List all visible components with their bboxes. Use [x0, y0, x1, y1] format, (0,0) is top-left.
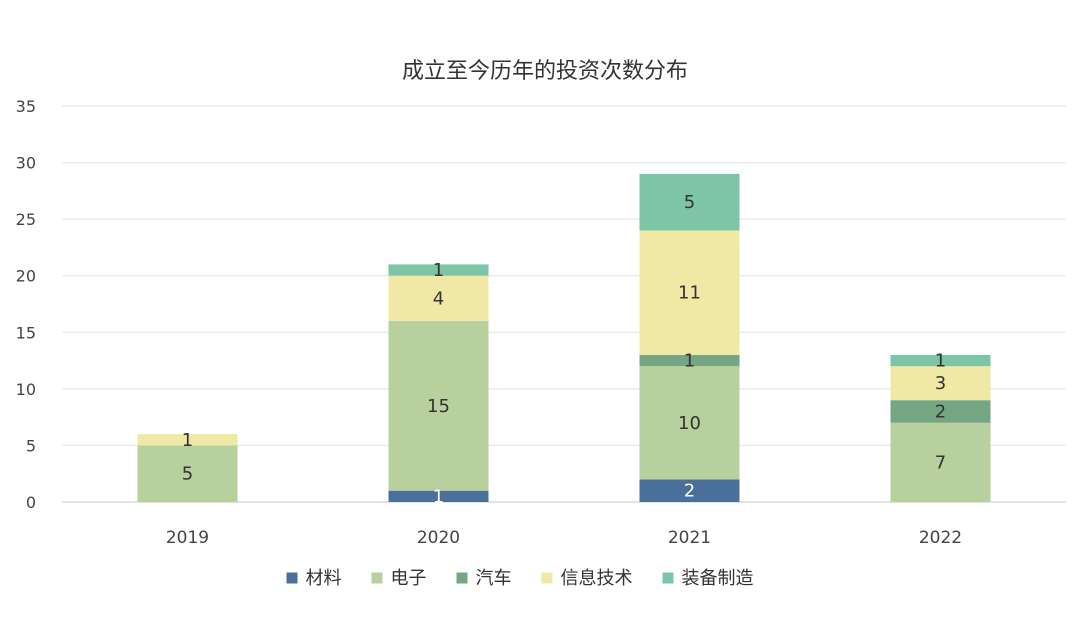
bar-segment	[639, 479, 740, 502]
data-label: 2	[684, 481, 695, 502]
bar-segment	[639, 354, 740, 367]
chart-title: 成立至今历年的投资次数分布	[402, 59, 688, 84]
x-axis: 2019 2020 2021 2022	[166, 528, 962, 548]
legend-label: 材料	[306, 568, 342, 589]
data-label: 1	[433, 486, 444, 507]
data-label: 11	[678, 283, 701, 304]
bar-segment	[639, 173, 740, 231]
bar-segment	[890, 366, 991, 401]
bar-segment	[137, 434, 238, 446]
x-tick-label: 2022	[919, 528, 962, 548]
data-label: 10	[678, 413, 701, 434]
data-label: 1	[935, 351, 946, 372]
legend-label: 装备制造	[682, 568, 754, 589]
legend-label: 电子	[391, 568, 427, 589]
y-tick-label: 30	[16, 154, 36, 173]
y-tick-label: 10	[16, 380, 36, 399]
data-label: 7	[935, 452, 946, 473]
data-label: 4	[433, 288, 444, 309]
bars	[137, 173, 991, 502]
y-tick-label: 35	[16, 97, 36, 116]
bar-segment	[137, 445, 238, 502]
y-tick-label: 15	[16, 323, 36, 342]
bar-segment	[639, 230, 740, 355]
x-tick-label: 2021	[668, 528, 711, 548]
legend-swatch	[286, 572, 298, 584]
y-tick-label: 5	[26, 436, 36, 455]
bar-segment	[388, 320, 489, 491]
bar-segment	[890, 400, 991, 423]
legend-label: 汽车	[476, 568, 512, 589]
data-label: 1	[684, 351, 695, 372]
bar-segment	[890, 354, 991, 367]
legend-swatch	[541, 572, 553, 584]
data-label: 3	[935, 373, 946, 394]
data-label: 1	[182, 430, 193, 451]
data-label: 5	[182, 464, 193, 485]
x-tick-label: 2019	[166, 528, 209, 548]
legend: 材料 电子 汽车 信息技术 装备制造	[286, 568, 754, 589]
data-label: 2	[935, 401, 946, 422]
y-tick-label: 25	[16, 210, 36, 229]
bar-segment	[890, 422, 991, 502]
data-label: 1	[433, 260, 444, 281]
legend-swatch	[371, 572, 383, 584]
y-axis: 0 5 10 15 20 25 30 35	[16, 97, 36, 512]
bar-segment	[388, 275, 489, 321]
bar-segment	[388, 264, 489, 276]
data-label: 5	[684, 192, 695, 213]
bar-segment	[639, 366, 740, 480]
x-tick-label: 2020	[417, 528, 460, 548]
y-tick-label: 0	[26, 493, 36, 512]
bar-segment	[388, 490, 489, 502]
legend-label: 信息技术	[561, 568, 633, 589]
data-label: 15	[427, 396, 450, 417]
legend-swatch	[456, 572, 468, 584]
legend-swatch	[662, 572, 674, 584]
y-tick-label: 20	[16, 267, 36, 286]
